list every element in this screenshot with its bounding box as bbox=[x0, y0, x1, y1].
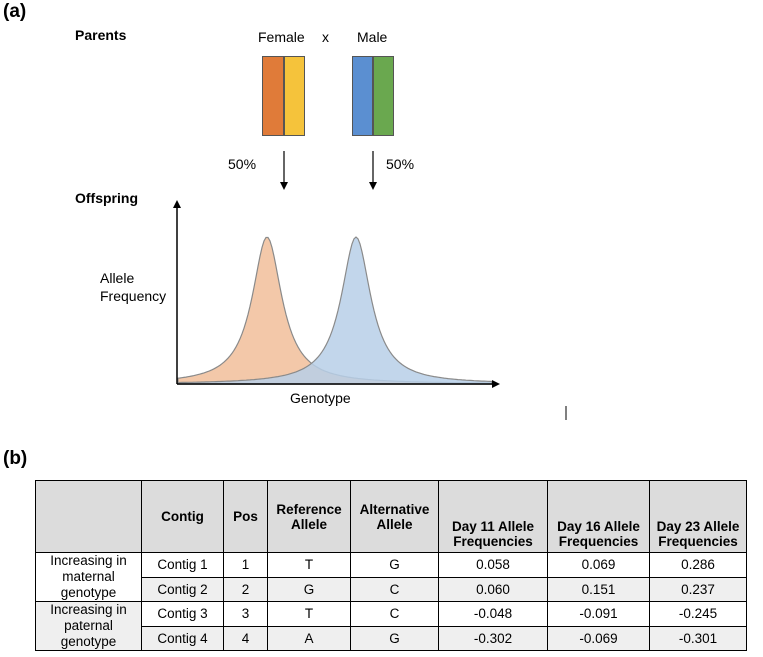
cell-day-23: 0.237 bbox=[649, 576, 747, 602]
male-distribution-curve bbox=[177, 236, 493, 385]
cell-reference-allele: G bbox=[267, 576, 351, 602]
allele-frequency-table: Contig Pos Reference Allele Alternative … bbox=[35, 480, 747, 651]
table-row: Increasing in paternal genotype Contig 3… bbox=[35, 601, 747, 651]
header-reference-allele: Reference Allele bbox=[267, 480, 351, 553]
cross-symbol: x bbox=[322, 29, 329, 45]
cell-pos: 1 bbox=[223, 552, 268, 578]
cell-day-23: 0.286 bbox=[649, 552, 747, 578]
cell-alternative-allele: C bbox=[350, 601, 439, 627]
cell-day-11: 0.060 bbox=[438, 576, 548, 602]
parents-label: Parents bbox=[75, 27, 127, 43]
cell-day-11: -0.048 bbox=[438, 601, 548, 627]
cell-alternative-allele: G bbox=[350, 625, 439, 651]
header-day-16: Day 16 Allele Frequencies bbox=[547, 480, 650, 553]
cell-contig: Contig 2 bbox=[141, 576, 224, 602]
male-chromosome-1 bbox=[352, 56, 373, 136]
female-chromosome-2 bbox=[284, 56, 305, 136]
header-day-11: Day 11 Allele Frequencies bbox=[438, 480, 548, 553]
female-inheritance-percent: 50% bbox=[228, 156, 257, 172]
header-day-23: Day 23 Allele Frequencies bbox=[649, 480, 747, 553]
table-header-row: Contig Pos Reference Allele Alternative … bbox=[35, 480, 747, 553]
cell-pos: 3 bbox=[223, 601, 268, 627]
cell-day-16: -0.091 bbox=[547, 601, 650, 627]
female-chromosome-1 bbox=[262, 56, 284, 136]
group-label-paternal: Increasing in paternal genotype bbox=[35, 601, 142, 651]
male-chromosome-2 bbox=[373, 56, 394, 136]
y-axis-label-line1: Allele bbox=[100, 270, 135, 286]
header-pos: Pos bbox=[223, 480, 268, 553]
x-axis-label: Genotype bbox=[290, 390, 351, 406]
panel-a-label: (a) bbox=[3, 1, 27, 22]
cell-alternative-allele: C bbox=[350, 576, 439, 602]
cell-day-16: 0.069 bbox=[547, 552, 650, 578]
cell-contig: Contig 3 bbox=[141, 601, 224, 627]
table-row: Contig 2 2 G C 0.060 0.151 0.237 bbox=[36, 576, 747, 602]
female-label: Female bbox=[258, 29, 305, 45]
header-alternative-allele: Alternative Allele bbox=[350, 480, 439, 553]
cell-contig: Contig 1 bbox=[141, 552, 224, 578]
offspring-diagram bbox=[173, 151, 567, 420]
table-row: Contig 4 4 A G -0.302 -0.069 -0.301 bbox=[36, 625, 747, 651]
y-axis-label-line2: Frequency bbox=[100, 288, 167, 304]
cell-pos: 4 bbox=[223, 625, 268, 651]
header-group bbox=[35, 480, 142, 553]
table-row: Increasing in maternal genotype Contig 1… bbox=[35, 552, 747, 602]
cell-reference-allele: A bbox=[267, 625, 351, 651]
group-label-maternal: Increasing in maternal genotype bbox=[35, 552, 142, 602]
cell-alternative-allele: G bbox=[350, 552, 439, 578]
cell-reference-allele: T bbox=[267, 601, 351, 627]
cell-day-11: 0.058 bbox=[438, 552, 548, 578]
cell-day-16: -0.069 bbox=[547, 625, 650, 651]
cell-day-23: -0.245 bbox=[649, 601, 747, 627]
cell-day-11: -0.302 bbox=[438, 625, 548, 651]
offspring-label: Offspring bbox=[75, 190, 138, 206]
cell-pos: 2 bbox=[223, 576, 268, 602]
header-contig: Contig bbox=[141, 480, 224, 553]
cell-day-23: -0.301 bbox=[649, 625, 747, 651]
cell-reference-allele: T bbox=[267, 552, 351, 578]
cell-day-16: 0.151 bbox=[547, 576, 650, 602]
male-label: Male bbox=[357, 29, 388, 45]
cell-contig: Contig 4 bbox=[141, 625, 224, 651]
panel-b-label: (b) bbox=[3, 448, 28, 469]
male-inheritance-percent: 50% bbox=[386, 156, 415, 172]
